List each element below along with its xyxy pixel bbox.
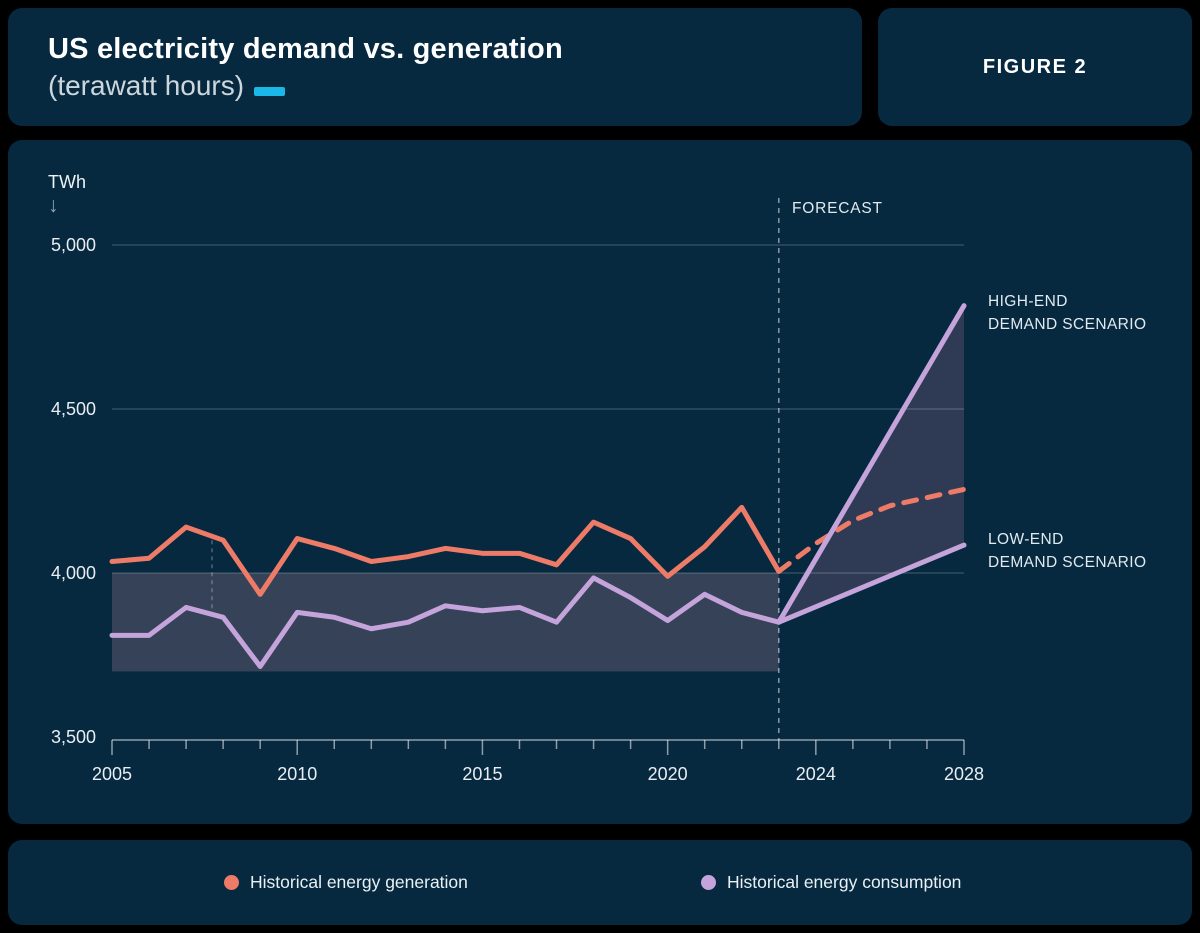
series-historical-energy-generation <box>109 504 782 597</box>
generation-legend-dot-icon <box>224 875 239 890</box>
low-end-line1: LOW-END <box>988 531 1064 548</box>
header-card: US electricity demand vs. generation (te… <box>8 8 862 126</box>
page-title: US electricity demand vs. generation <box>48 33 563 65</box>
series-low-end-demand-scenario <box>776 542 967 625</box>
y-tick-label: 3,500 <box>51 727 96 747</box>
down-arrow-icon: ↓ <box>48 194 59 217</box>
low-end-scenario-annotation: LOW-END DEMAND SCENARIO <box>988 528 1146 574</box>
x-tick-label: 2010 <box>277 764 317 784</box>
figure-badge-label: FIGURE 2 <box>982 55 1088 78</box>
page-subtitle: (terawatt hours) <box>48 70 245 101</box>
forecast-annotation: FORECAST <box>792 200 883 217</box>
chart-plot: 5,000 4,500 4,000 3,500 2005 2010 2015 2020 2024… <box>51 198 984 784</box>
high-end-scenario-annotation: HIGH-END DEMAND SCENARIO <box>988 290 1146 336</box>
high-end-line1: HIGH-END <box>988 293 1068 310</box>
title-accent-dash <box>254 86 286 96</box>
y-tick-label: 4,500 <box>51 399 96 419</box>
legend-item-generation: Historical energy generation <box>224 872 468 893</box>
legend-label-generation: Historical energy generation <box>250 872 468 892</box>
historical-band <box>112 573 779 672</box>
x-tick-label: 2028 <box>944 764 984 784</box>
y-tick-label: 4,000 <box>51 563 96 583</box>
consumption-legend-dot-icon <box>701 875 716 890</box>
low-end-line2: DEMAND SCENARIO <box>988 554 1147 571</box>
series-high-end-demand-scenario <box>776 303 967 625</box>
y-tick-label: 5,000 <box>51 235 96 255</box>
x-tick-label: 2005 <box>92 764 132 784</box>
y-axis-unit-label: TWh <box>48 172 86 192</box>
series-historical-energy-consumption <box>109 575 782 669</box>
x-tick-label: 2024 <box>796 764 836 784</box>
series-generation-forecast <box>776 486 967 574</box>
high-end-line2: DEMAND SCENARIO <box>988 316 1147 333</box>
chart-card: 5,000 4,500 4,000 3,500 2005 2010 2015 2020 2024… <box>8 140 1192 824</box>
x-tick-label: 2020 <box>648 764 688 784</box>
legend-card: Historical energy generation Historical … <box>8 840 1192 925</box>
legend-item-consumption: Historical energy consumption <box>701 872 961 893</box>
figure-badge-card: FIGURE 2 <box>878 8 1192 126</box>
legend-label-consumption: Historical energy consumption <box>727 872 962 892</box>
x-tick-label: 2015 <box>462 764 502 784</box>
